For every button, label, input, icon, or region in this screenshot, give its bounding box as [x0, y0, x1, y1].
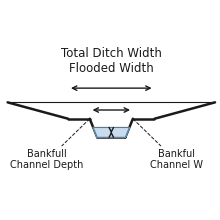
- Text: Channel Depth: Channel Depth: [10, 160, 83, 170]
- Text: Flooded Width: Flooded Width: [69, 62, 154, 75]
- Text: Total Ditch Width: Total Ditch Width: [61, 47, 162, 60]
- Polygon shape: [93, 127, 129, 137]
- Text: Bankful: Bankful: [158, 149, 195, 159]
- Text: Bankfull: Bankfull: [27, 149, 66, 159]
- Text: Channel W: Channel W: [150, 160, 203, 170]
